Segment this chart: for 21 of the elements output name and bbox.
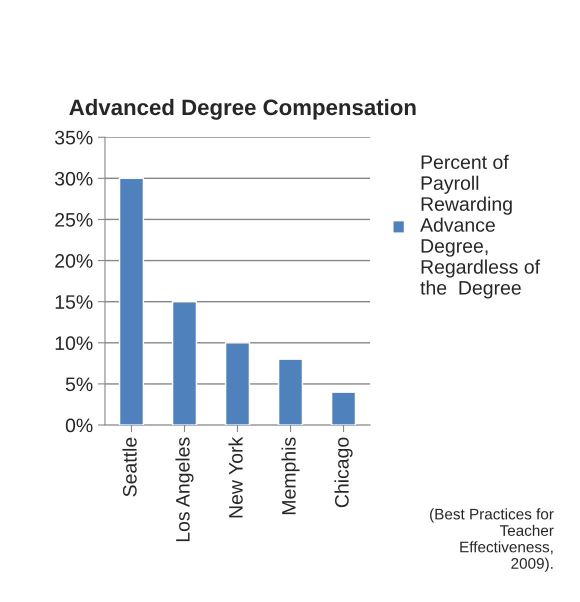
y-tick-label: 5%	[66, 377, 92, 392]
bar	[330, 391, 356, 426]
x-tick-label: New York	[228, 436, 243, 518]
y-tick-label: 0%	[66, 418, 92, 432]
bar	[118, 178, 144, 426]
x-tick-label: Chicago	[334, 438, 353, 508]
y-tick-label: 15%	[56, 295, 92, 309]
x-tick-label: Los Angeles	[175, 438, 194, 542]
y-tick-label: 35%	[55, 130, 92, 144]
bar	[224, 342, 250, 426]
y-tick-label: 10%	[56, 336, 92, 350]
bar	[172, 300, 198, 426]
y-tick-label: 30%	[55, 172, 92, 186]
y-tick-label: 20%	[55, 254, 92, 268]
text: (Best Practices for Teacher Effectiveness, 2009).	[430, 508, 554, 572]
chart-title: Advanced Degree Compensation	[69, 98, 416, 120]
bar	[278, 358, 304, 426]
x-tick-label: Seattle	[122, 438, 137, 496]
y-tick-label: 25%	[55, 212, 92, 227]
legend-label: Percent of Payroll Rewarding Advance Degree, Regardless of the Degree	[420, 154, 540, 299]
x-tick-label: Memphis	[281, 438, 300, 514]
